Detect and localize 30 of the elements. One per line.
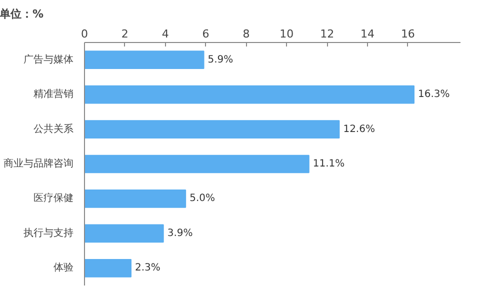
x-tick-label: 6: [202, 28, 210, 40]
y-tick-label: 精准营销: [34, 88, 74, 100]
data-label: 3.9%: [167, 228, 193, 239]
x-tick-label: 8: [242, 28, 250, 40]
data-label: 12.6%: [343, 124, 375, 135]
y-tick-label: 商业与品牌咨询: [4, 158, 74, 170]
bar: [84, 120, 340, 138]
data-label: 5.9%: [208, 54, 234, 66]
x-tick-label: 10: [280, 28, 294, 40]
bar: [84, 154, 310, 174]
data-label: 11.1%: [312, 158, 345, 170]
data-label: 5.0%: [190, 193, 215, 204]
bar: [84, 50, 204, 70]
bar: [84, 224, 164, 243]
data-label: 2.3%: [134, 262, 160, 274]
y-tick-label: 医疗保健: [34, 192, 74, 204]
x-tick-label: 14: [360, 28, 375, 40]
x-tick-label: 2: [121, 28, 128, 40]
y-tick-label: 体验: [54, 262, 74, 274]
y-tick-label: 公共关系: [34, 122, 74, 135]
bar: [84, 85, 415, 104]
data-label: 16.3%: [418, 89, 450, 100]
x-tick-label: 0: [81, 28, 88, 40]
y-tick-label: 广告与媒体: [24, 53, 74, 66]
x-tick-label: 16: [400, 28, 415, 40]
bar: [84, 258, 132, 278]
bar: [84, 190, 186, 208]
x-tick-label: 12: [320, 28, 334, 40]
y-tick-label: 执行与支持: [24, 226, 74, 239]
x-tick-label: 4: [162, 28, 169, 40]
